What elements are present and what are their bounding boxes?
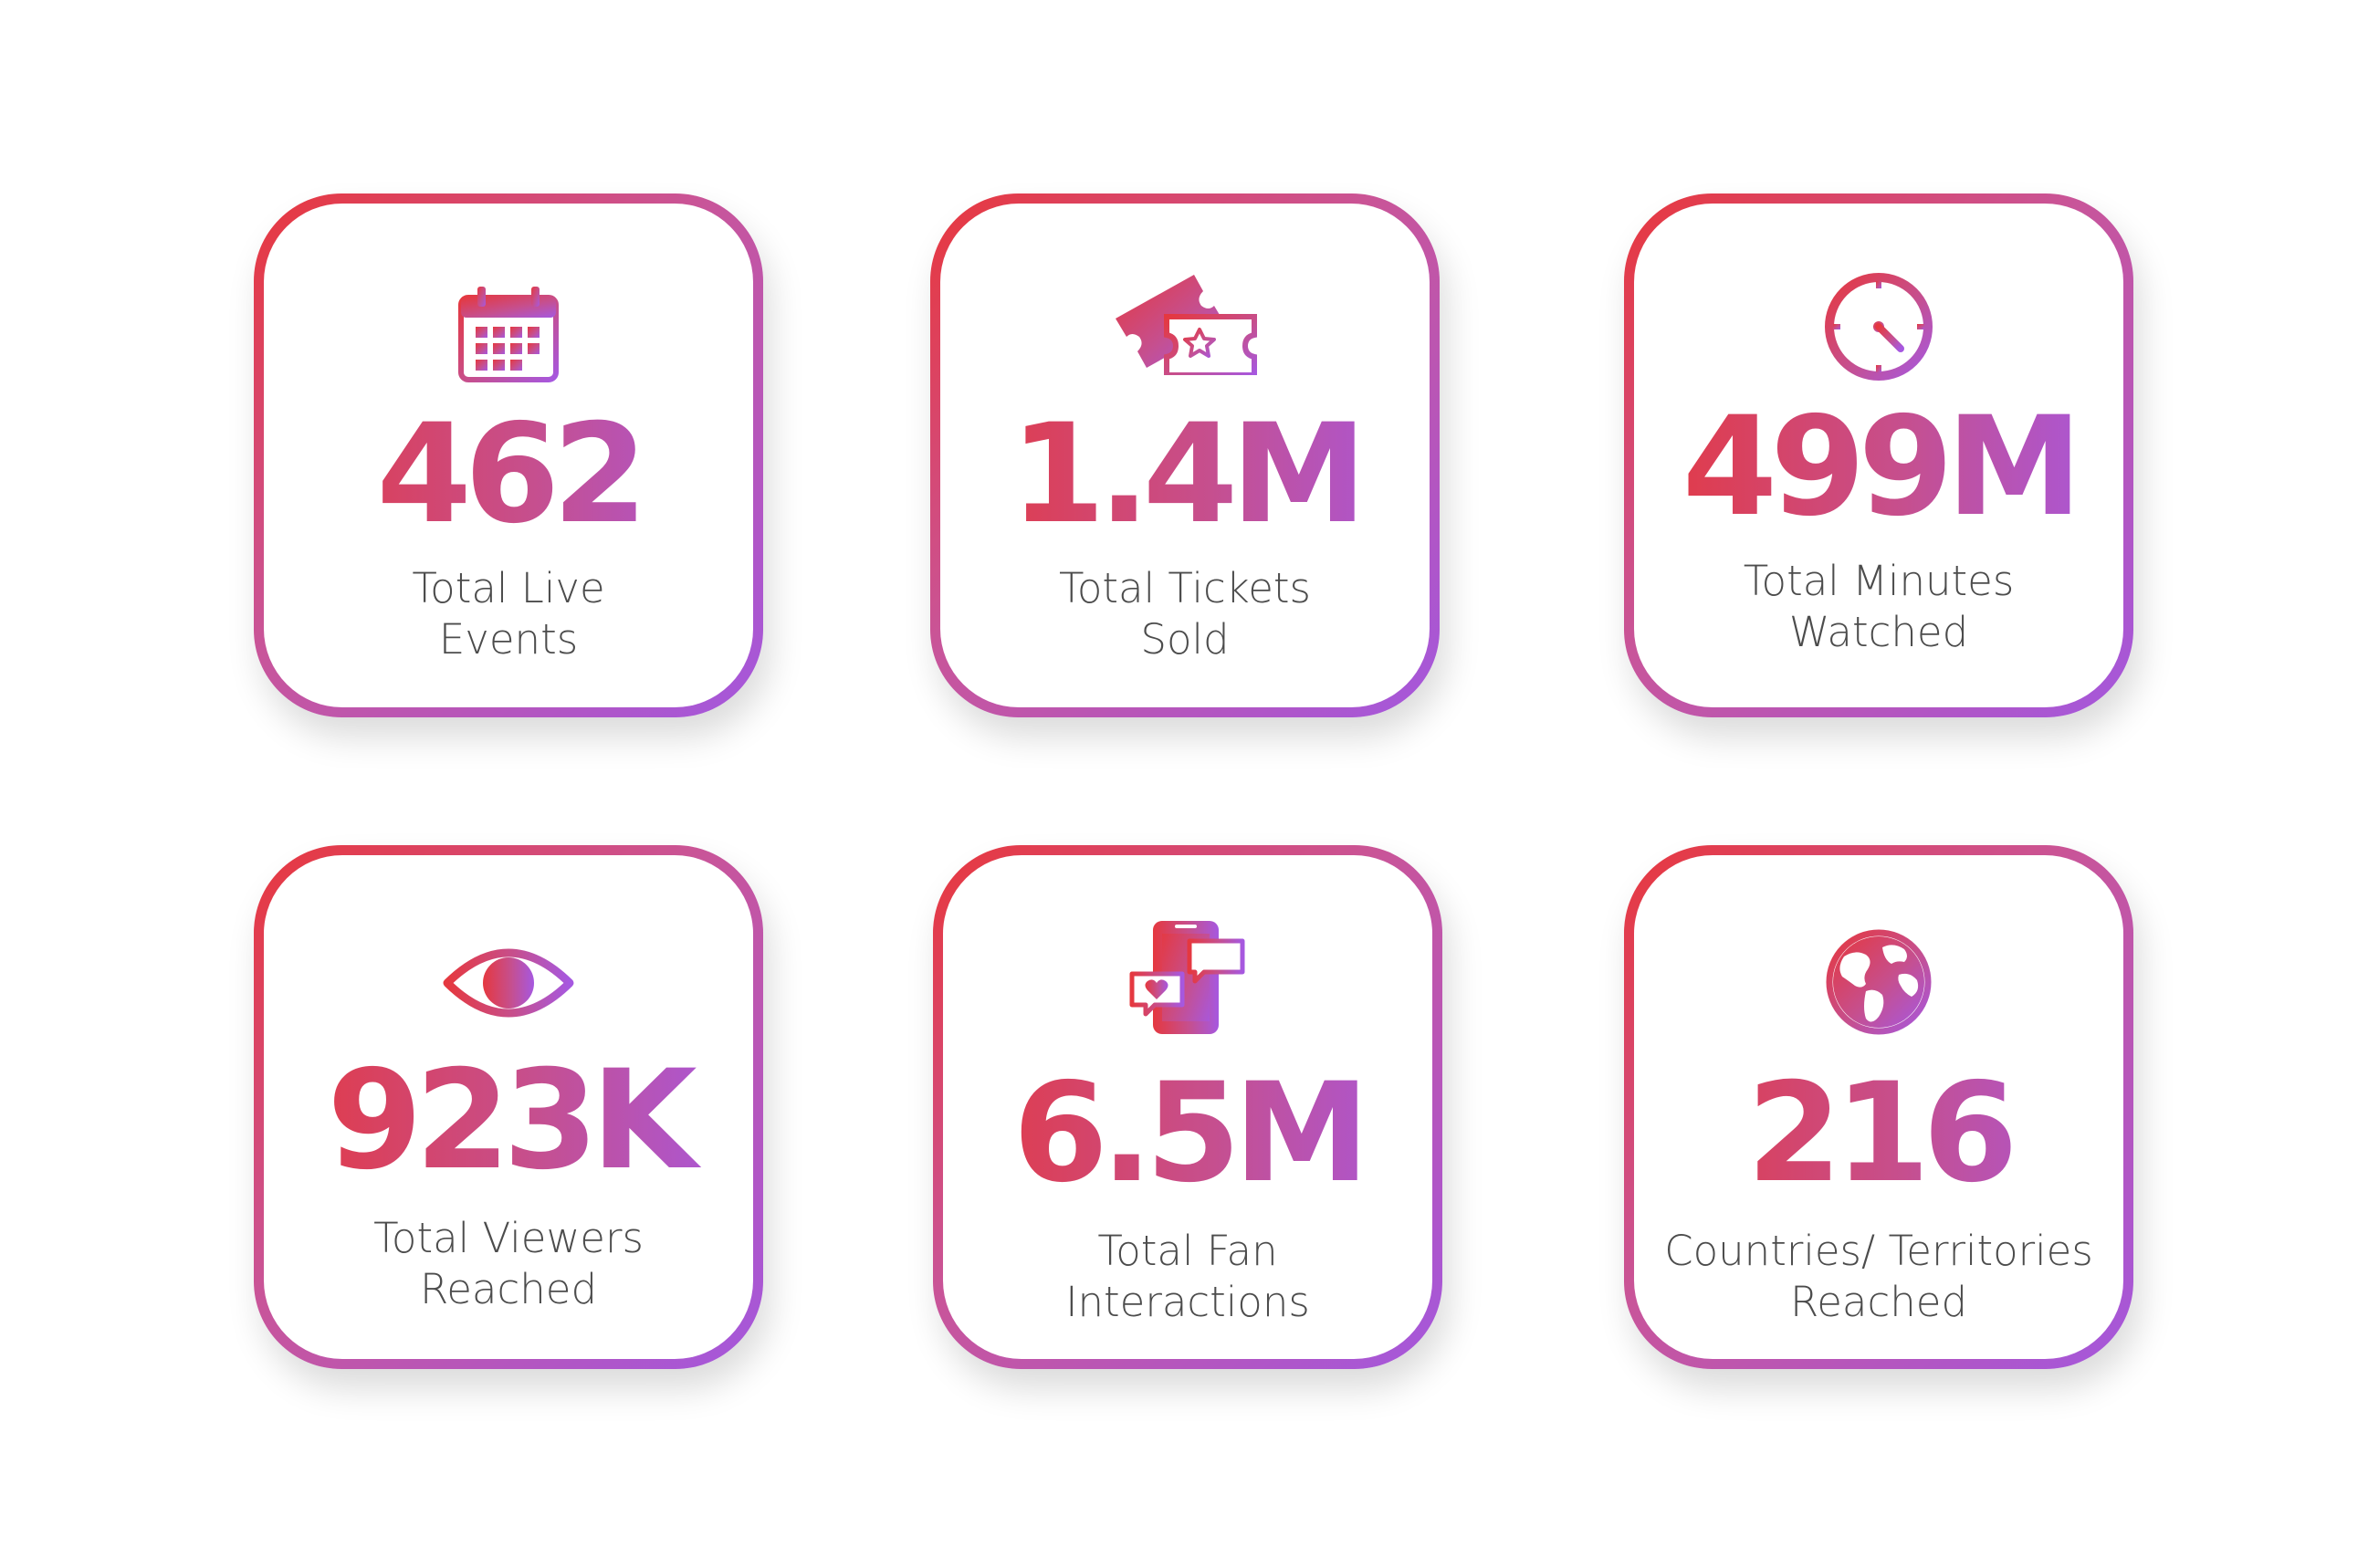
stat-value: 6.5M bbox=[943, 1065, 1432, 1202]
stat-card-live-events: 462 Total Live Events bbox=[254, 193, 763, 717]
stat-label-line: Total Minutes bbox=[1743, 557, 2015, 605]
stat-card-tickets-sold: 1.4M Total Tickets Sold bbox=[930, 193, 1440, 717]
globe-icon bbox=[1826, 929, 1932, 1035]
ticket-icon bbox=[1116, 275, 1257, 375]
stat-label-line: Sold bbox=[1140, 615, 1230, 664]
clock-icon bbox=[1825, 273, 1933, 381]
stat-label: Total Viewers Reached bbox=[264, 1213, 753, 1315]
stat-card-inner: 216 Countries/ Territories Reached bbox=[1634, 855, 2123, 1359]
eye-icon bbox=[443, 948, 574, 1018]
stat-label: Total Minutes Watched bbox=[1634, 556, 2123, 658]
stat-label-line: Total Tickets bbox=[1059, 564, 1311, 612]
stat-value: 462 bbox=[264, 406, 753, 543]
stat-label: Total Fan Interactions bbox=[943, 1226, 1432, 1328]
stat-card-inner: 499M Total Minutes Watched bbox=[1634, 204, 2123, 707]
stat-card-countries-reached: 216 Countries/ Territories Reached bbox=[1624, 845, 2133, 1369]
stat-label: Total Tickets Sold bbox=[940, 563, 1430, 665]
stat-label: Countries/ Territories Reached bbox=[1634, 1226, 2123, 1328]
stat-label-line: Total Live bbox=[412, 564, 605, 612]
stat-card-inner: 6.5M Total Fan Interactions bbox=[943, 855, 1432, 1359]
phone-chat-icon bbox=[1129, 921, 1245, 1034]
stat-value: 499M bbox=[1634, 399, 2123, 536]
stat-label-line: Interactions bbox=[1065, 1278, 1310, 1326]
stat-label: Total Live Events bbox=[264, 563, 753, 665]
stat-card-inner: 462 Total Live Events bbox=[264, 204, 753, 707]
stat-label-line: Countries/ Territories bbox=[1664, 1227, 2093, 1275]
stat-card-minutes-watched: 499M Total Minutes Watched bbox=[1624, 193, 2133, 717]
stat-label-line: Watched bbox=[1788, 608, 1969, 656]
stat-card-fan-interactions: 6.5M Total Fan Interactions bbox=[933, 845, 1442, 1369]
stat-card-inner: 923K Total Viewers Reached bbox=[264, 855, 753, 1359]
stat-value: 923K bbox=[264, 1052, 753, 1189]
stat-value: 216 bbox=[1634, 1065, 2123, 1202]
stat-label-line: Reached bbox=[1789, 1278, 1968, 1326]
calendar-icon bbox=[458, 287, 559, 382]
stat-card-viewers-reached: 923K Total Viewers Reached bbox=[254, 845, 763, 1369]
stat-value: 1.4M bbox=[940, 406, 1430, 543]
stat-label-line: Events bbox=[438, 615, 579, 664]
stat-label-line: Reached bbox=[419, 1265, 598, 1313]
stat-label-line: Total Fan bbox=[1097, 1227, 1278, 1275]
stat-card-inner: 1.4M Total Tickets Sold bbox=[940, 204, 1430, 707]
stat-label-line: Total Viewers bbox=[373, 1214, 644, 1262]
